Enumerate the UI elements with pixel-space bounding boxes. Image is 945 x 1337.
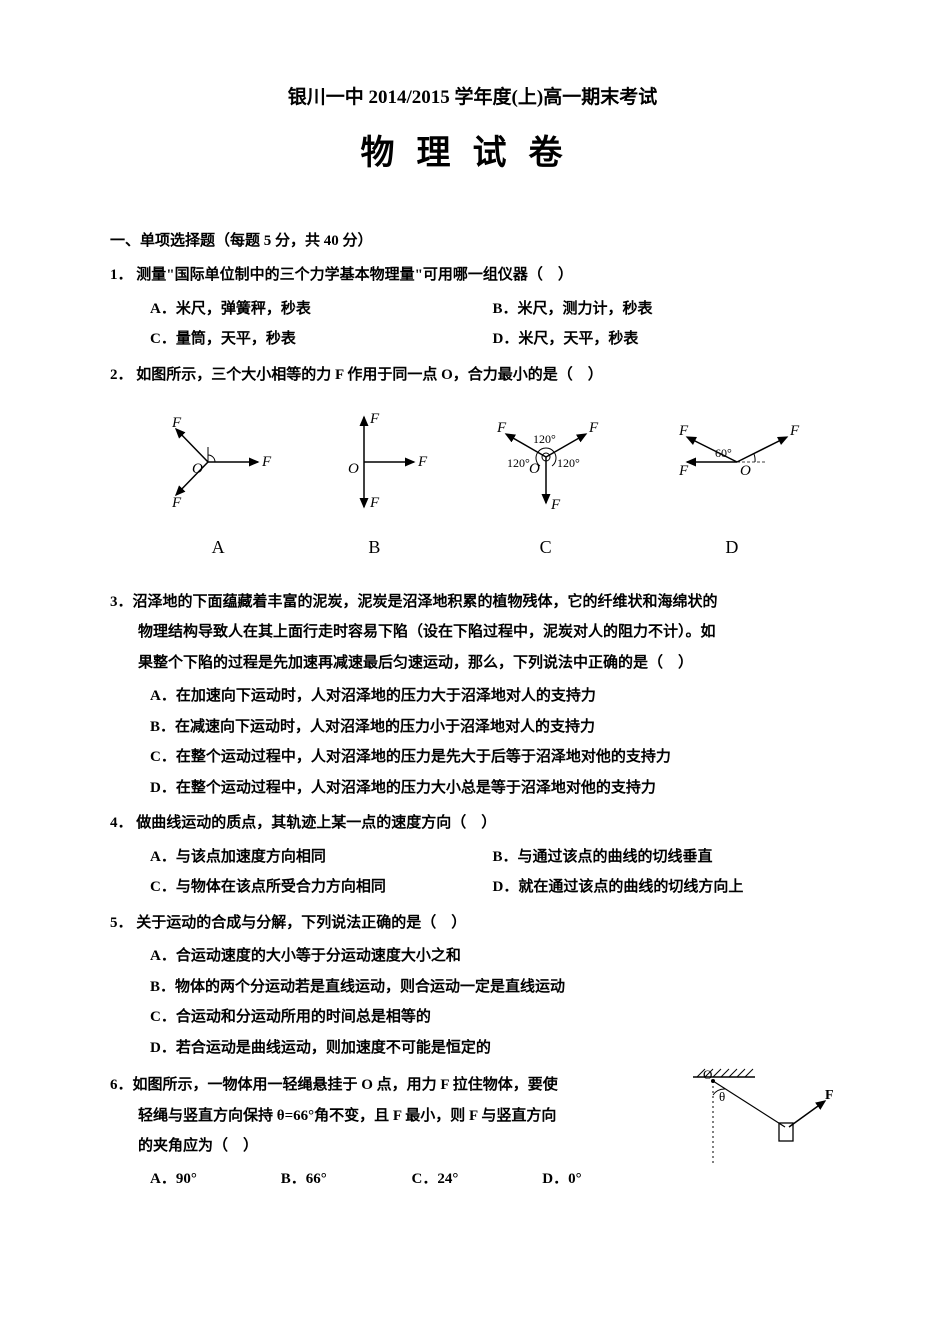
q1-opt-d: D．米尺，天平，秒表 (493, 324, 836, 355)
q3-num: 3． (110, 594, 133, 610)
q6-num: 6． (110, 1077, 133, 1093)
q2-fig-d-label: D (657, 530, 807, 564)
q4-opt-a: A．与该点加速度方向相同 (150, 842, 493, 873)
q4-opt-b: B．与通过该点的曲线的切线垂直 (493, 842, 836, 873)
force-diagram-a-icon: F F F O (158, 407, 278, 517)
q4-stem: 做曲线运动的质点，其轨迹上某一点的速度方向（ ） (136, 815, 496, 831)
q1-stem: 测量"国际单位制中的三个力学基本物理量"可用哪一组仪器（ ） (136, 267, 573, 283)
force-diagram-b-icon: F F F O (314, 407, 434, 517)
question-1: 1． 测量"国际单位制中的三个力学基本物理量"可用哪一组仪器（ ） A．米尺，弹… (110, 261, 835, 355)
q3-stem-l1: 沼泽地的下面蕴藏着丰富的泥炭，泥炭是沼泽地积累的植物残体，它的纤维状和海绵状的 (133, 594, 718, 610)
q3-opt-d: D．在整个运动过程中，人对沼泽地的压力大小总是等于沼泽地对他的支持力 (150, 773, 835, 804)
q3-opt-a: A．在加速向下运动时，人对沼泽地的压力大于沼泽地对人的支持力 (150, 681, 835, 712)
svg-text:60°: 60° (715, 446, 732, 460)
svg-text:O: O (703, 1067, 712, 1082)
svg-text:F: F (678, 423, 689, 439)
svg-text:F: F (369, 411, 380, 427)
q3-opt-b: B．在减速向下运动时，人对沼泽地的压力小于沼泽地对人的支持力 (150, 712, 835, 743)
svg-text:F: F (261, 454, 272, 470)
svg-text:O: O (348, 461, 359, 477)
svg-text:F: F (825, 1088, 834, 1103)
svg-text:F: F (789, 423, 800, 439)
svg-text:O: O (740, 463, 751, 479)
question-2: 2． 如图所示，三个大小相等的力 F 作用于同一点 O，合力最小的是（ ） F … (110, 361, 835, 564)
q2-fig-b: F F F O B (314, 407, 434, 564)
q6-opt-b: B．66° (281, 1165, 412, 1194)
q3-stem-l3: 果整个下陷的过程是先加速再减速最后匀速运动，那么，下列说法中正确的是（ ） (110, 649, 835, 678)
q4-num: 4． (110, 815, 133, 831)
svg-text:F: F (417, 454, 428, 470)
svg-text:F: F (496, 420, 507, 436)
q5-stem: 关于运动的合成与分解，下列说法正确的是（ ） (136, 915, 466, 931)
svg-text:θ: θ (719, 1089, 725, 1104)
q2-stem: 如图所示，三个大小相等的力 F 作用于同一点 O，合力最小的是（ ） (136, 367, 603, 383)
q6-stem-l3: 的夹角应为（ ） (110, 1132, 673, 1161)
svg-text:F: F (171, 415, 182, 431)
q5-opt-c: C．合运动和分运动所用的时间总是相等的 (150, 1002, 835, 1033)
q5-num: 5． (110, 915, 133, 931)
q2-figures: F F F O A F F F O B (140, 407, 825, 564)
question-4: 4． 做曲线运动的质点，其轨迹上某一点的速度方向（ ） A．与该点加速度方向相同… (110, 809, 835, 903)
q3-opt-c: C．在整个运动过程中，人对沼泽地的压力是先大于后等于沼泽地对他的支持力 (150, 742, 835, 773)
q6-opt-a: A．90° (150, 1165, 281, 1194)
q6-opt-c: C．24° (412, 1165, 543, 1194)
q1-options: A．米尺，弹簧秤，秒表 B．米尺，测力计，秒表 C．量筒，天平，秒表 D．米尺，… (110, 294, 835, 355)
svg-text:F: F (678, 463, 689, 479)
q5-opt-a: A．合运动速度的大小等于分运动速度大小之和 (150, 941, 835, 972)
svg-text:120°: 120° (507, 456, 530, 470)
q4-opt-d: D．就在通过该点的曲线的切线方向上 (493, 872, 836, 903)
q1-opt-a: A．米尺，弹簧秤，秒表 (150, 294, 493, 325)
pulley-diagram-icon: O θ F (685, 1063, 835, 1173)
q6-figure: O θ F (685, 1063, 835, 1193)
exam-title: 物理试卷 (110, 122, 835, 187)
q3-options: A．在加速向下运动时，人对沼泽地的压力大于沼泽地对人的支持力 B．在减速向下运动… (110, 681, 835, 803)
svg-text:120°: 120° (557, 456, 580, 470)
q1-opt-b: B．米尺，测力计，秒表 (493, 294, 836, 325)
q5-opt-b: B．物体的两个分运动若是直线运动，则合运动一定是直线运动 (150, 972, 835, 1003)
q5-options: A．合运动速度的大小等于分运动速度大小之和 B．物体的两个分运动若是直线运动，则… (110, 941, 835, 1063)
q4-options: A．与该点加速度方向相同 B．与通过该点的曲线的切线垂直 C．与物体在该点所受合… (110, 842, 835, 903)
q2-fig-c-label: C (471, 530, 621, 564)
q1-opt-c: C．量筒，天平，秒表 (150, 324, 493, 355)
svg-text:120°: 120° (533, 432, 556, 446)
q2-fig-d: F F F O 60° D (657, 407, 807, 564)
svg-text:F: F (171, 495, 182, 511)
force-diagram-c-icon: F F F O 120° 120° 120° (471, 407, 621, 517)
q6-stem-l1: 如图所示，一物体用一轻绳悬挂于 O 点，用力 F 拉住物体，要使 (133, 1077, 558, 1093)
q2-fig-a-label: A (158, 530, 278, 564)
q5-opt-d: D．若合运动是曲线运动，则加速度不可能是恒定的 (150, 1033, 835, 1064)
q6-opt-d: D．0° (542, 1165, 673, 1194)
q6-stem-l2: 轻绳与竖直方向保持 θ=66°角不变，且 F 最小，则 F 与竖直方向 (110, 1102, 673, 1131)
svg-text:F: F (369, 495, 380, 511)
q2-num: 2． (110, 367, 133, 383)
q2-fig-a: F F F O A (158, 407, 278, 564)
q2-fig-c: F F F O 120° 120° 120° C (471, 407, 621, 564)
section-1-title: 一、单项选择题（每题 5 分，共 40 分） (110, 227, 835, 256)
svg-text:F: F (588, 420, 599, 436)
q4-opt-c: C．与物体在该点所受合力方向相同 (150, 872, 493, 903)
q2-fig-b-label: B (314, 530, 434, 564)
question-5: 5． 关于运动的合成与分解，下列说法正确的是（ ） A．合运动速度的大小等于分运… (110, 909, 835, 1064)
q6-options: A．90° B．66° C．24° D．0° (110, 1165, 673, 1194)
svg-text:O: O (192, 461, 203, 477)
svg-text:O: O (529, 461, 540, 477)
force-diagram-d-icon: F F F O 60° (657, 407, 807, 517)
svg-text:F: F (550, 497, 561, 513)
question-6: 6．如图所示，一物体用一轻绳悬挂于 O 点，用力 F 拉住物体，要使 轻绳与竖直… (110, 1069, 835, 1193)
exam-header: 银川一中 2014/2015 学年度(上)高一期末考试 (110, 80, 835, 116)
q1-num: 1． (110, 267, 133, 283)
question-3: 3．沼泽地的下面蕴藏着丰富的泥炭，泥炭是沼泽地积累的植物残体，它的纤维状和海绵状… (110, 588, 835, 804)
q3-stem-l2: 物理结构导致人在其上面行走时容易下陷（设在下陷过程中，泥炭对人的阻力不计）。如 (110, 618, 835, 647)
